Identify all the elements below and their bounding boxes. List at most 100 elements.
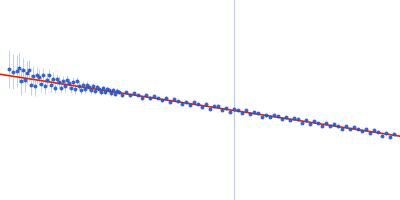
Point [46, 74, 52, 77]
Point [299, 121, 305, 125]
Point [131, 92, 137, 95]
Point [6, 67, 12, 71]
Point [90, 84, 96, 87]
Point [243, 109, 249, 112]
Point [76, 84, 82, 87]
Point [72, 87, 78, 90]
Point [42, 84, 48, 88]
Point [62, 85, 68, 88]
Point [227, 110, 233, 113]
Point [70, 80, 76, 83]
Point [127, 94, 133, 97]
Point [40, 74, 46, 77]
Point [116, 90, 122, 93]
Point [143, 93, 149, 97]
Point [34, 74, 40, 77]
Point [139, 97, 145, 100]
Point [179, 103, 185, 106]
Point [10, 70, 16, 73]
Point [191, 101, 197, 104]
Point [207, 107, 213, 110]
Point [50, 77, 56, 80]
Point [295, 118, 301, 121]
Point [255, 112, 261, 115]
Point [66, 81, 72, 85]
Point [239, 111, 245, 114]
Point [259, 115, 265, 118]
Point [211, 105, 217, 108]
Point [187, 103, 193, 106]
Point [223, 107, 229, 110]
Point [163, 96, 169, 100]
Point [98, 90, 104, 93]
Point [291, 116, 297, 119]
Point [311, 119, 317, 123]
Point [199, 105, 205, 108]
Point [383, 131, 389, 135]
Point [58, 86, 64, 89]
Point [119, 93, 125, 97]
Point [279, 117, 285, 120]
Point [102, 90, 108, 93]
Point [92, 89, 98, 93]
Point [167, 100, 173, 103]
Point [68, 87, 74, 90]
Point [315, 121, 321, 124]
Point [38, 83, 44, 86]
Point [215, 105, 221, 108]
Point [339, 128, 345, 131]
Point [235, 109, 241, 112]
Point [94, 86, 100, 89]
Point [203, 103, 209, 106]
Point [16, 66, 22, 69]
Point [24, 71, 30, 74]
Point [110, 88, 116, 92]
Point [60, 80, 66, 83]
Point [271, 113, 277, 116]
Point [151, 95, 157, 98]
Point [32, 85, 38, 88]
Point [195, 102, 201, 106]
Point [251, 110, 257, 113]
Point [86, 86, 92, 89]
Point [375, 130, 381, 133]
Point [96, 87, 102, 90]
Point [100, 87, 106, 90]
Point [48, 83, 54, 87]
Point [28, 83, 34, 86]
Point [263, 113, 269, 116]
Point [30, 74, 36, 77]
Point [287, 119, 293, 122]
Point [379, 135, 385, 138]
Point [319, 124, 325, 128]
Point [267, 115, 273, 119]
Point [54, 78, 60, 81]
Point [387, 135, 393, 138]
Point [78, 88, 84, 91]
Point [359, 130, 365, 133]
Point [22, 78, 28, 82]
Point [106, 89, 112, 92]
Point [14, 70, 20, 73]
Point [347, 128, 353, 131]
Point [88, 89, 94, 92]
Point [183, 101, 189, 104]
Point [307, 123, 313, 126]
Point [20, 69, 26, 72]
Point [391, 133, 397, 136]
Point [219, 108, 225, 111]
Point [123, 90, 129, 93]
Point [108, 92, 114, 95]
Point [104, 87, 110, 91]
Point [147, 97, 153, 100]
Point [52, 86, 58, 89]
Point [56, 80, 62, 83]
Point [231, 107, 237, 110]
Point [367, 131, 373, 134]
Point [84, 83, 90, 87]
Point [351, 126, 357, 129]
Point [82, 88, 88, 91]
Point [283, 115, 289, 118]
Point [114, 89, 120, 92]
Point [135, 93, 141, 96]
